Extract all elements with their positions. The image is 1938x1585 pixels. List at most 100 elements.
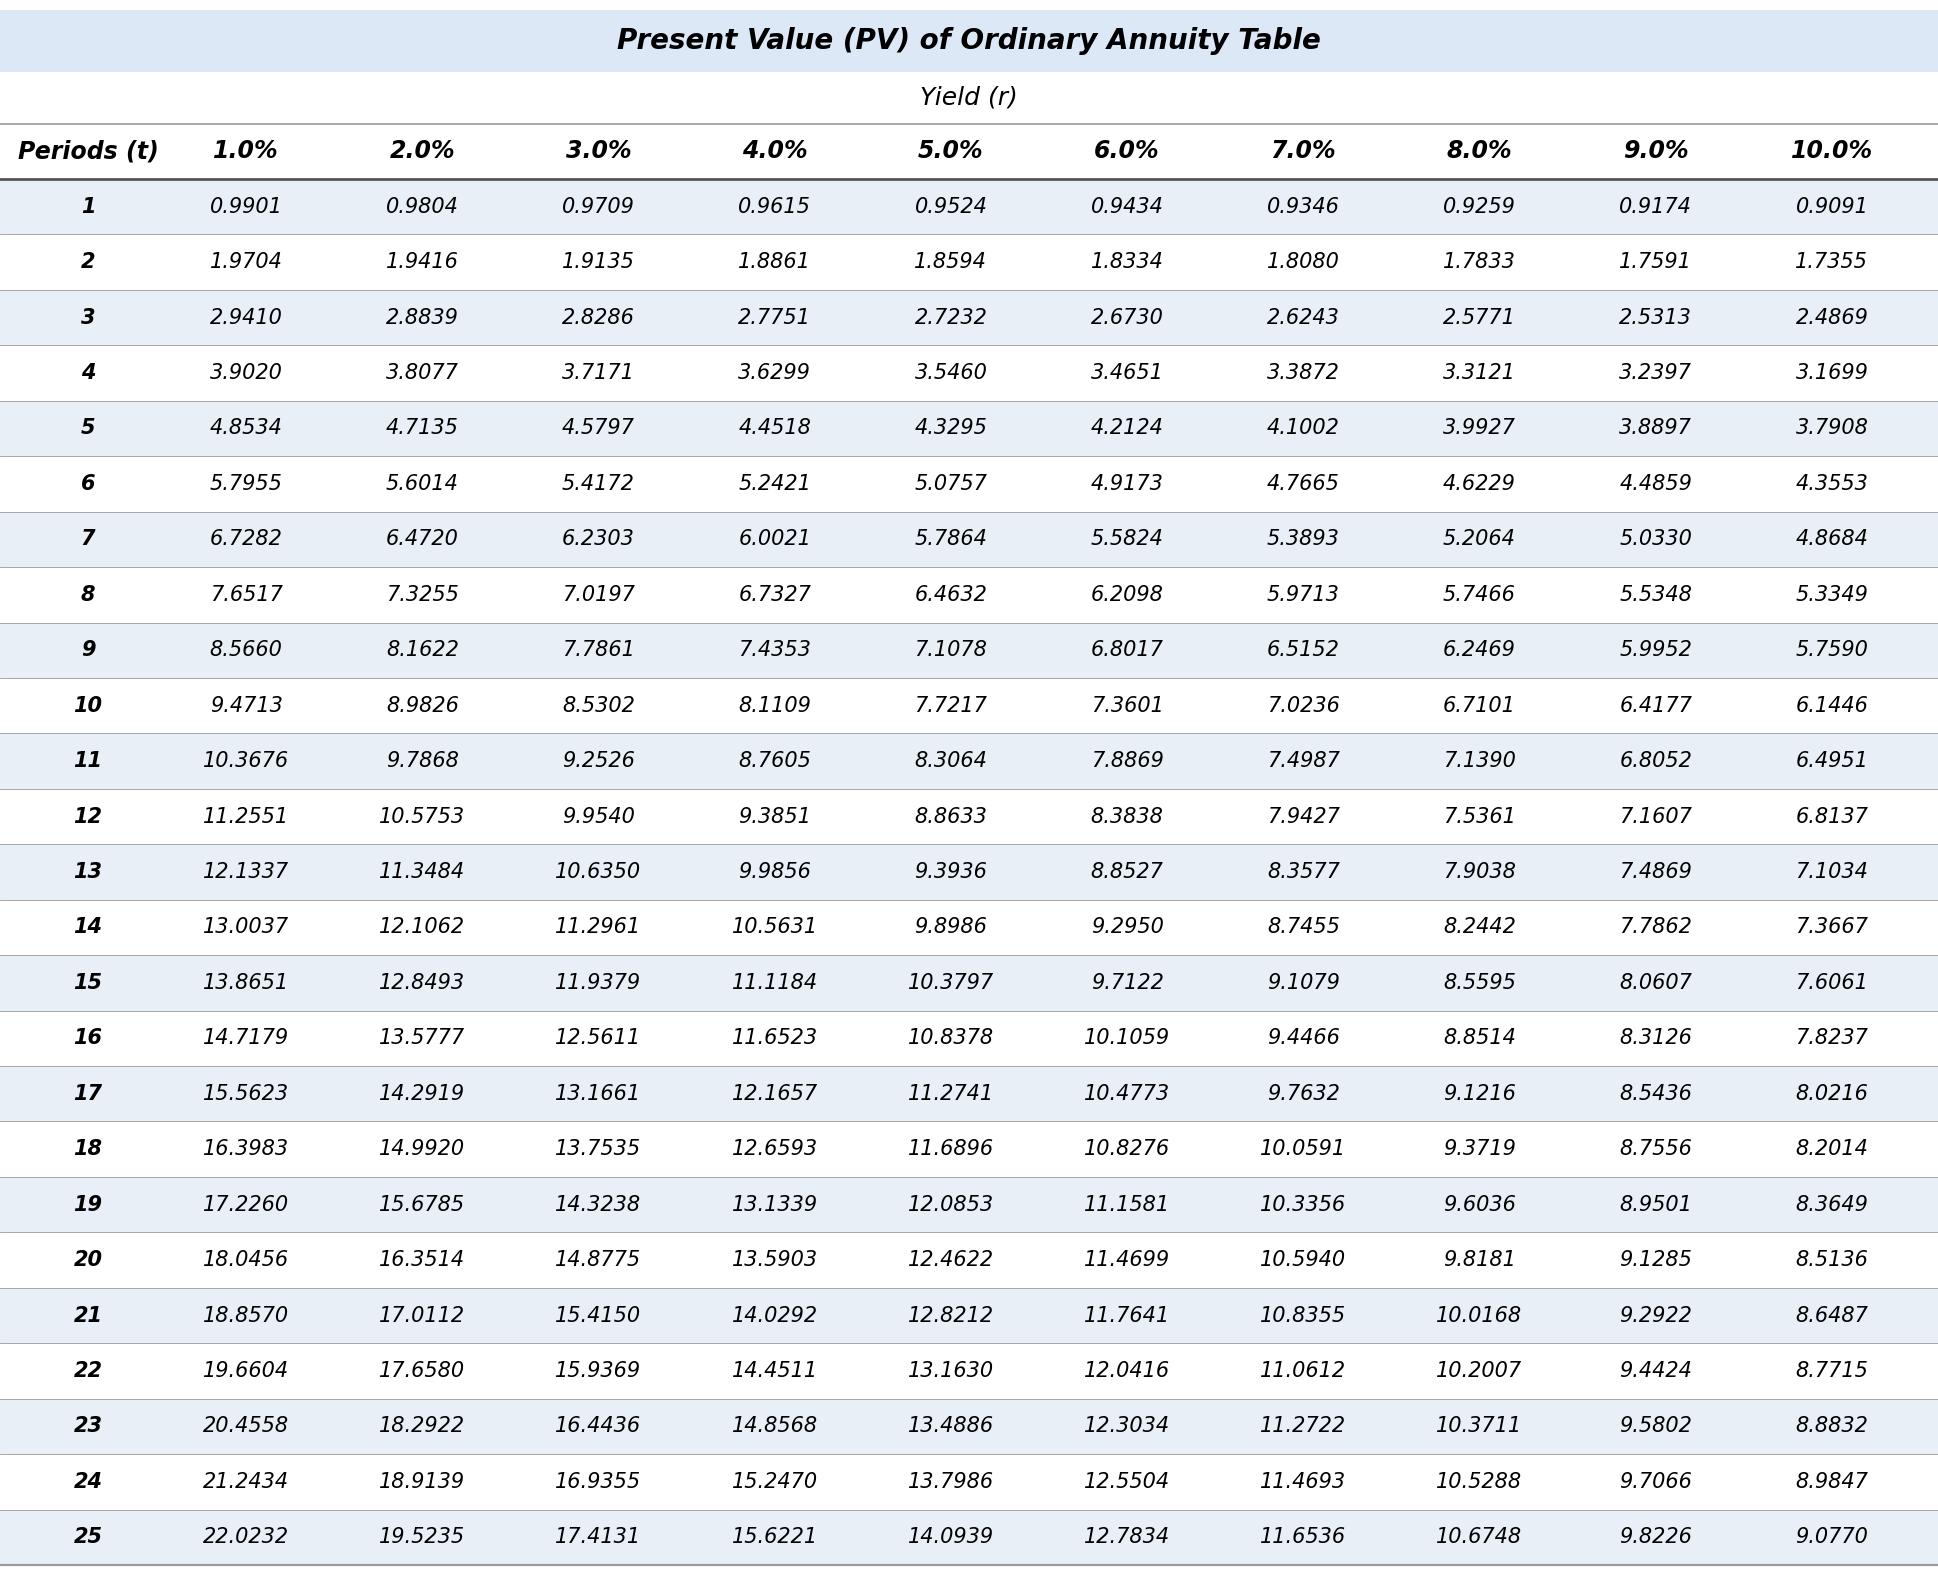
Text: 11.2722: 11.2722 bbox=[1260, 1417, 1347, 1436]
Text: 11.2551: 11.2551 bbox=[203, 807, 289, 826]
Text: 1.0%: 1.0% bbox=[213, 139, 279, 163]
Text: 17.6580: 17.6580 bbox=[380, 1362, 465, 1381]
Bar bbox=[0, 1453, 1938, 1509]
Text: 15.2470: 15.2470 bbox=[733, 1472, 818, 1491]
Text: 13.0037: 13.0037 bbox=[203, 918, 289, 937]
Text: 9.0%: 9.0% bbox=[1622, 139, 1688, 163]
Text: 25: 25 bbox=[74, 1528, 103, 1547]
Text: 0.9434: 0.9434 bbox=[1091, 197, 1163, 217]
Text: 7.8237: 7.8237 bbox=[1795, 1029, 1868, 1048]
Bar bbox=[0, 1287, 1938, 1342]
Text: 13: 13 bbox=[74, 862, 103, 881]
Text: 6.8017: 6.8017 bbox=[1091, 640, 1163, 661]
Text: 1.9704: 1.9704 bbox=[209, 252, 283, 273]
Text: 14.4511: 14.4511 bbox=[733, 1362, 818, 1381]
Text: 13.1339: 13.1339 bbox=[733, 1195, 818, 1214]
Text: 3.5460: 3.5460 bbox=[915, 363, 986, 384]
Text: 5.0%: 5.0% bbox=[919, 139, 985, 163]
Text: 3.0%: 3.0% bbox=[566, 139, 632, 163]
Text: 15.6221: 15.6221 bbox=[733, 1528, 818, 1547]
Text: 10.8276: 10.8276 bbox=[1083, 1140, 1171, 1159]
Text: 0.9346: 0.9346 bbox=[1267, 197, 1339, 217]
Text: 24: 24 bbox=[74, 1472, 103, 1491]
Text: 9.3851: 9.3851 bbox=[738, 807, 812, 826]
Text: 5.3893: 5.3893 bbox=[1267, 529, 1339, 550]
Text: 4.4859: 4.4859 bbox=[1620, 474, 1692, 495]
Text: 11.7641: 11.7641 bbox=[1083, 1306, 1171, 1325]
Text: 12.1062: 12.1062 bbox=[380, 918, 465, 937]
Text: Present Value (PV) of Ordinary Annuity Table: Present Value (PV) of Ordinary Annuity T… bbox=[616, 27, 1322, 55]
Text: 10.5753: 10.5753 bbox=[380, 807, 465, 826]
Text: 4.7665: 4.7665 bbox=[1267, 474, 1339, 495]
Text: 13.7535: 13.7535 bbox=[556, 1140, 641, 1159]
Text: 15: 15 bbox=[74, 973, 103, 992]
Text: 12.1337: 12.1337 bbox=[203, 862, 289, 881]
Text: 5.6014: 5.6014 bbox=[386, 474, 459, 495]
Text: 3: 3 bbox=[81, 307, 95, 328]
Text: 4.3553: 4.3553 bbox=[1795, 474, 1868, 495]
Text: 16: 16 bbox=[74, 1029, 103, 1048]
Text: 21: 21 bbox=[74, 1306, 103, 1325]
Text: 11.1184: 11.1184 bbox=[733, 973, 818, 992]
Text: 8.8514: 8.8514 bbox=[1444, 1029, 1516, 1048]
Text: 8.0%: 8.0% bbox=[1446, 139, 1512, 163]
Text: 7: 7 bbox=[81, 529, 95, 550]
Text: 6.7327: 6.7327 bbox=[738, 585, 812, 605]
Text: 9.5802: 9.5802 bbox=[1620, 1417, 1692, 1436]
Text: 7.7862: 7.7862 bbox=[1620, 918, 1692, 937]
Text: 18.0456: 18.0456 bbox=[203, 1251, 289, 1270]
Text: 3.7908: 3.7908 bbox=[1795, 418, 1868, 439]
Text: 9.1285: 9.1285 bbox=[1620, 1251, 1692, 1270]
Text: 10.3711: 10.3711 bbox=[1436, 1417, 1523, 1436]
Text: 7.0%: 7.0% bbox=[1271, 139, 1335, 163]
Text: 12.0416: 12.0416 bbox=[1083, 1362, 1171, 1381]
Text: 8.2442: 8.2442 bbox=[1444, 918, 1516, 937]
Bar bbox=[0, 1178, 1938, 1233]
Text: 9.9856: 9.9856 bbox=[738, 862, 812, 881]
Bar bbox=[0, 512, 1938, 567]
Text: 14: 14 bbox=[74, 918, 103, 937]
Text: 19.6604: 19.6604 bbox=[203, 1362, 289, 1381]
Text: 11: 11 bbox=[74, 751, 103, 772]
Text: 19.5235: 19.5235 bbox=[380, 1528, 465, 1547]
Text: 7.4353: 7.4353 bbox=[738, 640, 812, 661]
Text: 12.4622: 12.4622 bbox=[907, 1251, 994, 1270]
Text: 8.5436: 8.5436 bbox=[1620, 1084, 1692, 1103]
Text: 12.7834: 12.7834 bbox=[1083, 1528, 1171, 1547]
Bar bbox=[0, 290, 1938, 346]
Text: 13.7986: 13.7986 bbox=[907, 1472, 994, 1491]
Bar bbox=[0, 346, 1938, 401]
Text: 13.4886: 13.4886 bbox=[907, 1417, 994, 1436]
Text: 9.7122: 9.7122 bbox=[1091, 973, 1163, 992]
Text: 8.8832: 8.8832 bbox=[1795, 1417, 1868, 1436]
Text: 7.6061: 7.6061 bbox=[1795, 973, 1868, 992]
Text: 5.3349: 5.3349 bbox=[1795, 585, 1868, 605]
Text: 14.0292: 14.0292 bbox=[733, 1306, 818, 1325]
Text: 5.7864: 5.7864 bbox=[915, 529, 986, 550]
Text: 9.0770: 9.0770 bbox=[1795, 1528, 1868, 1547]
Text: 10.1059: 10.1059 bbox=[1083, 1029, 1171, 1048]
Text: 8.3126: 8.3126 bbox=[1620, 1029, 1692, 1048]
Text: 4.4518: 4.4518 bbox=[738, 418, 812, 439]
Text: 7.6517: 7.6517 bbox=[209, 585, 283, 605]
Bar bbox=[0, 179, 1938, 235]
Text: 5.4172: 5.4172 bbox=[562, 474, 636, 495]
Text: 1.8594: 1.8594 bbox=[915, 252, 986, 273]
Text: 8.9826: 8.9826 bbox=[386, 696, 459, 716]
Text: 7.8869: 7.8869 bbox=[1091, 751, 1163, 772]
Text: 12.6593: 12.6593 bbox=[733, 1140, 818, 1159]
Text: 3.8897: 3.8897 bbox=[1620, 418, 1692, 439]
Text: 3.9020: 3.9020 bbox=[209, 363, 283, 384]
Text: 6: 6 bbox=[81, 474, 95, 495]
Text: 12.8212: 12.8212 bbox=[907, 1306, 994, 1325]
Text: 1.7591: 1.7591 bbox=[1620, 252, 1692, 273]
Bar bbox=[0, 1067, 1938, 1122]
Text: 8.7715: 8.7715 bbox=[1795, 1362, 1868, 1381]
Bar bbox=[0, 1122, 1938, 1178]
Text: 18.9139: 18.9139 bbox=[380, 1472, 465, 1491]
Text: 2.0%: 2.0% bbox=[390, 139, 455, 163]
Text: 7.1078: 7.1078 bbox=[915, 640, 986, 661]
Text: 11.3484: 11.3484 bbox=[380, 862, 465, 881]
Text: 11.6536: 11.6536 bbox=[1260, 1528, 1347, 1547]
Text: 8.5595: 8.5595 bbox=[1444, 973, 1516, 992]
